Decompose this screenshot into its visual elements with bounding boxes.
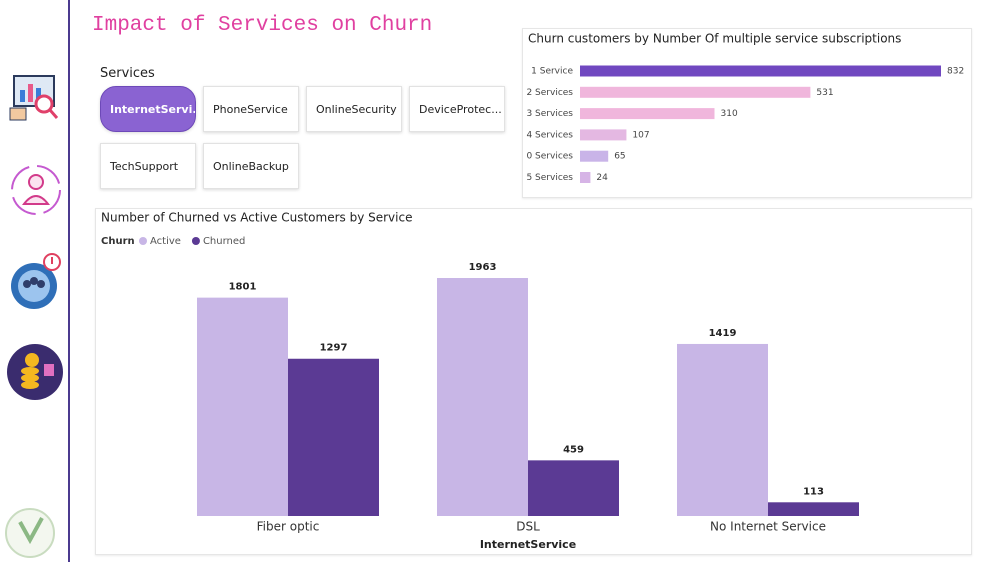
y-tick-label: 0 Services	[526, 152, 573, 162]
chart: Churn customers by Number Of multiple se…	[526, 32, 964, 183]
data-label: 310	[721, 109, 738, 119]
y-tick-label: 2 Services	[526, 88, 573, 98]
chart-title: Number of Churned vs Active Customers by…	[101, 211, 412, 225]
chart-title: Churn customers by Number Of multiple se…	[528, 32, 901, 46]
data-label: 65	[614, 152, 625, 162]
data-label: 107	[632, 130, 649, 140]
analysis-icon[interactable]	[9, 75, 59, 121]
customers-icon[interactable]	[11, 253, 61, 309]
slicer-option[interactable]: InternetServi...	[100, 86, 196, 132]
card: Number of Churned vs Active Customers by…	[95, 208, 972, 555]
legend-marker	[191, 237, 200, 245]
data-label: 1419	[709, 328, 737, 339]
y-tick-label: 1 Service	[531, 67, 573, 77]
data-label: 1801	[229, 282, 257, 293]
revenue-icon[interactable]	[7, 344, 63, 400]
bar	[580, 65, 941, 77]
bar	[580, 150, 609, 162]
legend-marker	[139, 237, 147, 245]
slicer-option[interactable]: DeviceProtec...	[409, 86, 505, 132]
slicer-title: Services	[100, 66, 155, 81]
bar	[580, 86, 811, 98]
data-label: 24	[596, 173, 608, 183]
data-label: 113	[803, 486, 824, 497]
y-tick-label: 5 Services	[526, 173, 573, 183]
legend-label: Churned	[203, 236, 245, 247]
legend-label: Active	[150, 236, 181, 247]
data-label: 1963	[469, 262, 497, 273]
bar	[580, 129, 627, 141]
bar	[768, 502, 859, 516]
y-tick-label: 3 Services	[526, 109, 573, 119]
sidebar	[0, 0, 70, 562]
chart: Number of Churned vs Active Customers by…	[101, 211, 859, 551]
data-label: 531	[816, 88, 833, 98]
slicer-option[interactable]: OnlineBackup	[203, 143, 299, 189]
card: Churn customers by Number Of multiple se…	[522, 28, 972, 198]
logo	[5, 508, 55, 558]
bar	[197, 297, 288, 516]
data-label: 459	[563, 444, 584, 455]
x-tick-label: DSL	[516, 520, 540, 534]
slicer-option[interactable]: OnlineSecurity	[306, 86, 402, 132]
x-axis-title: InternetService	[480, 538, 576, 551]
bar	[288, 358, 379, 516]
x-tick-label: Fiber optic	[257, 520, 320, 534]
data-label: 1297	[320, 343, 348, 354]
slicer-option[interactable]: PhoneService	[203, 86, 299, 132]
bar	[580, 108, 715, 120]
bar	[437, 278, 528, 516]
legend-title: Churn	[101, 236, 135, 247]
slicer-option[interactable]: TechSupport	[100, 143, 196, 189]
bar	[677, 343, 768, 516]
page-title: Impact of Services on Churn	[92, 14, 433, 37]
churn-icon[interactable]	[11, 165, 61, 215]
bar	[528, 460, 619, 516]
bar	[580, 172, 591, 183]
sidebar-icons	[5, 75, 63, 558]
x-tick-label: No Internet Service	[710, 520, 826, 534]
data-label: 832	[947, 67, 964, 77]
y-tick-label: 4 Services	[526, 130, 573, 140]
